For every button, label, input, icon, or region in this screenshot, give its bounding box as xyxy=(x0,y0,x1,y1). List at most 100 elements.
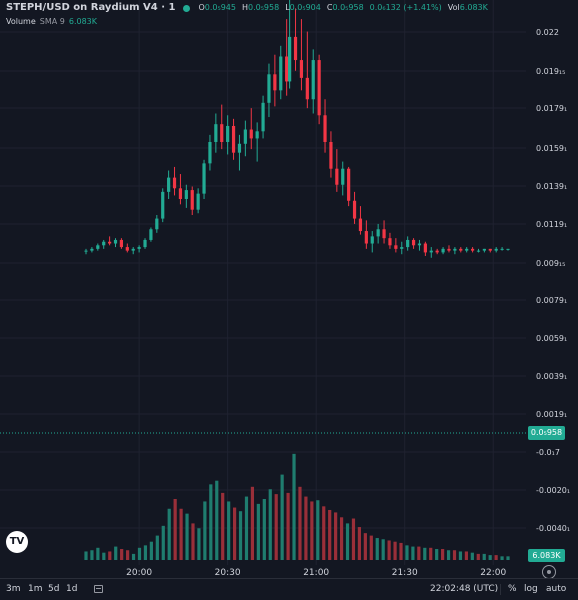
volume-bar-4 xyxy=(108,551,112,560)
candle-body-28 xyxy=(249,129,253,139)
volume-bar-3 xyxy=(102,552,106,560)
candle-body-2 xyxy=(96,245,100,249)
candle-body-69 xyxy=(488,248,492,251)
close-value: 0.0₅958 xyxy=(332,3,364,12)
low-group: L0.0₅904 xyxy=(285,2,321,14)
candle-body-45 xyxy=(347,168,351,201)
volume-bar-68 xyxy=(488,555,492,560)
volume-bar-45 xyxy=(351,518,356,560)
log-toggle[interactable]: log xyxy=(524,584,538,594)
range-5d-button[interactable]: 5d xyxy=(48,584,60,594)
y-tick-label-10: 0.0019₁ xyxy=(536,410,567,419)
y-tick-label-9: 0.0039₁ xyxy=(536,372,567,381)
volume-bar-69 xyxy=(494,555,498,560)
volume-bar-33 xyxy=(280,474,284,560)
candle-body-39 xyxy=(311,60,315,100)
candle-body-52 xyxy=(388,238,392,246)
volume-bar-44 xyxy=(345,523,350,560)
vol-group: Vol6.083K xyxy=(448,2,488,14)
candle-body-49 xyxy=(370,236,374,244)
x-tick-label-2: 21:00 xyxy=(303,568,329,578)
candle-body-38 xyxy=(305,77,309,100)
change-value: 0.0₆132 (+1.41%) xyxy=(369,3,442,12)
volume-indicator-label: Volume xyxy=(6,17,36,26)
volume-bar-61 xyxy=(446,550,451,560)
volume-bar-43 xyxy=(339,517,344,560)
volume-bar-32 xyxy=(274,494,278,560)
volume-bar-24 xyxy=(227,501,231,560)
volume-bar-11 xyxy=(149,541,153,560)
volume-indicator-row[interactable]: Volume SMA 9 6.083K xyxy=(6,16,572,28)
vol-label: Vol xyxy=(447,3,460,12)
candle-body-54 xyxy=(400,247,404,249)
volume-bar-58 xyxy=(429,547,433,560)
candle-body-23 xyxy=(220,124,224,142)
volume-bar-59 xyxy=(435,549,439,560)
volume-bar-38 xyxy=(310,501,314,560)
y-tick-label-7: 0.0079₁ xyxy=(536,296,567,305)
candle-body-47 xyxy=(358,218,363,232)
candle-body-5 xyxy=(113,239,118,244)
candle-body-61 xyxy=(441,248,445,253)
candle-body-22 xyxy=(214,124,218,142)
high-group: H0.0₅958 xyxy=(242,2,279,14)
volume-bar-22 xyxy=(215,480,219,560)
x-tick-label-4: 22:00 xyxy=(480,568,506,578)
calendar-icon[interactable] xyxy=(94,585,103,593)
volume-bar-15 xyxy=(173,499,177,560)
candle-body-33 xyxy=(279,56,283,91)
y-tick-label-1: 0.019₁₅ xyxy=(536,67,565,76)
symbol-title[interactable]: STEPH/USD on Raydium V4 · 1 xyxy=(6,2,176,13)
x-tick-label-1: 20:30 xyxy=(215,568,241,578)
current-volume-badge: 6.083K xyxy=(528,549,565,562)
volume-bar-18 xyxy=(191,523,195,560)
range-1d-button[interactable]: 1d xyxy=(66,584,78,594)
volume-bar-41 xyxy=(328,509,332,560)
volume-bar-10 xyxy=(143,545,148,560)
candle-body-68 xyxy=(482,248,486,251)
candle-body-53 xyxy=(394,245,398,249)
high-value: 0.0₅958 xyxy=(247,3,280,12)
current-price-badge: 0.0₅958 xyxy=(528,426,565,440)
volume-bar-30 xyxy=(262,499,266,560)
volume-bar-60 xyxy=(441,549,445,560)
y-tick-label-4: 0.0139₁ xyxy=(536,182,567,191)
settings-icon[interactable] xyxy=(542,565,556,579)
y-tick-label-6: 0.009₁₅ xyxy=(536,259,565,268)
low-label: L xyxy=(285,3,290,12)
volume-bar-37 xyxy=(304,496,308,560)
candle-body-32 xyxy=(273,74,277,91)
candle-body-67 xyxy=(476,250,481,252)
candle-body-29 xyxy=(255,131,259,139)
candle-body-71 xyxy=(500,248,504,250)
volume-bar-36 xyxy=(298,486,302,560)
candle-body-10 xyxy=(143,239,147,248)
tradingview-logo-icon[interactable]: TV xyxy=(6,531,28,553)
candle-body-48 xyxy=(364,231,368,244)
volume-bar-46 xyxy=(357,527,362,560)
candle-body-27 xyxy=(243,129,247,144)
volume-bar-62 xyxy=(452,550,457,560)
volume-bar-12 xyxy=(155,535,159,560)
volume-bar-56 xyxy=(417,546,421,560)
volume-bar-29 xyxy=(256,503,260,560)
range-1m-button[interactable]: 1m xyxy=(28,584,43,594)
y-tick-label-11: -0.0₁7 xyxy=(536,448,560,457)
volume-bar-16 xyxy=(179,508,183,560)
volume-bar-0 xyxy=(84,551,88,560)
ohlc-values: O0.0₅945 H0.0₅958 L0.0₅904 C0.0₅958 0.0₆… xyxy=(198,2,487,14)
y-tick-label-5: 0.0119₁ xyxy=(536,220,567,229)
auto-toggle[interactable]: auto xyxy=(546,584,567,594)
volume-bar-71 xyxy=(506,556,510,560)
candle-body-44 xyxy=(341,168,345,185)
range-3m-button[interactable]: 3m xyxy=(6,584,21,594)
volume-bar-57 xyxy=(423,547,427,560)
candle-body-13 xyxy=(161,191,165,219)
candle-body-20 xyxy=(202,163,206,194)
low-value: 0.0₅904 xyxy=(289,3,321,12)
candle-body-59 xyxy=(429,250,433,253)
percent-toggle[interactable]: % xyxy=(508,584,517,594)
volume-bar-49 xyxy=(375,538,379,560)
